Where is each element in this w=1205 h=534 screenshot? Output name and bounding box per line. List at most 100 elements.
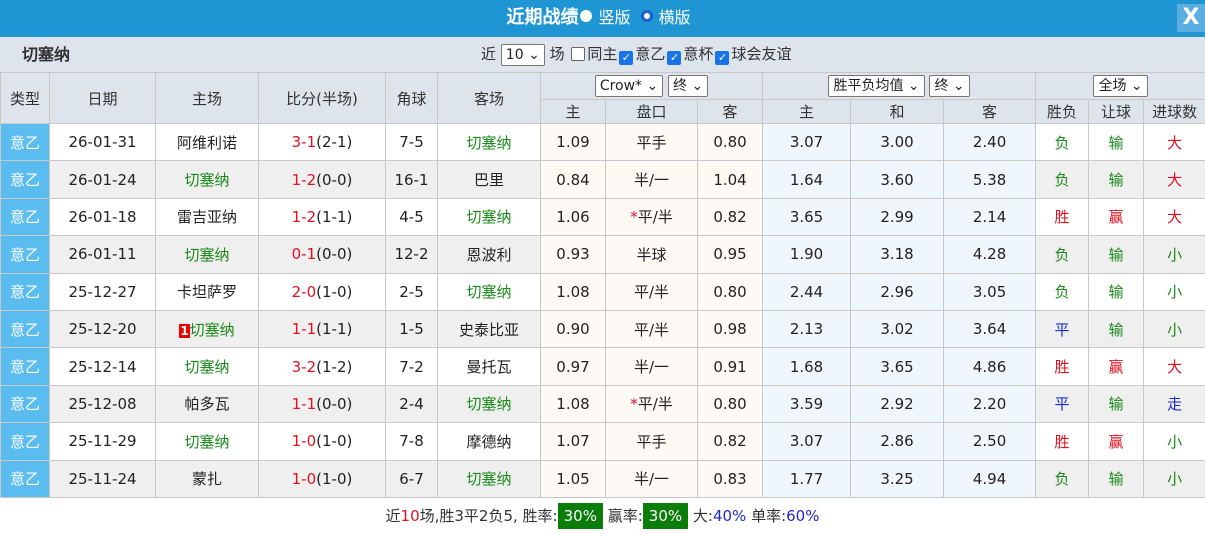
eu-draw-odds: 3.25 bbox=[851, 460, 944, 497]
away-team[interactable]: 切塞纳 bbox=[438, 385, 541, 422]
corners: 2-5 bbox=[386, 273, 438, 310]
summary-count: 10 bbox=[401, 507, 420, 525]
away-team[interactable]: 曼托瓦 bbox=[438, 348, 541, 385]
result-handicap: 输 bbox=[1089, 236, 1144, 273]
eu-away-odds: 3.64 bbox=[944, 310, 1036, 347]
header-results: 全场 ⌄ bbox=[1036, 73, 1205, 100]
eu-home-odds: 1.77 bbox=[763, 460, 851, 497]
match-type: 意乙 bbox=[1, 273, 50, 310]
away-team[interactable]: 切塞纳 bbox=[438, 124, 541, 161]
ah-home-odds: 0.90 bbox=[541, 310, 606, 347]
header-away: 客场 bbox=[438, 73, 541, 124]
away-team[interactable]: 切塞纳 bbox=[438, 460, 541, 497]
match-type: 意乙 bbox=[1, 161, 50, 198]
header-type: 类型 bbox=[1, 73, 50, 124]
result-wl: 负 bbox=[1036, 236, 1089, 273]
home-team[interactable]: 切塞纳 bbox=[156, 348, 259, 385]
match-count-select[interactable]: 10 ⌄ bbox=[501, 44, 545, 66]
home-team[interactable]: 切塞纳 bbox=[156, 236, 259, 273]
title-bar: 近期战绩竖版横版 X bbox=[0, 0, 1205, 37]
ah-home-odds: 1.08 bbox=[541, 273, 606, 310]
ah-stage-select[interactable]: 终 ⌄ bbox=[668, 75, 708, 97]
result-goals: 大 bbox=[1144, 161, 1205, 198]
checkbox-serie-b[interactable]: ✓ bbox=[619, 51, 633, 65]
eu-away-odds: 2.40 bbox=[944, 124, 1036, 161]
home-team[interactable]: 1切塞纳 bbox=[156, 310, 259, 347]
corners: 2-4 bbox=[386, 385, 438, 422]
scope-select[interactable]: 全场 ⌄ bbox=[1093, 75, 1147, 97]
results-table: 类型 日期 主场 比分(半场) 角球 客场 Crow* ⌄ 终 ⌄ 胜平负均值 … bbox=[0, 72, 1205, 498]
score: 2-0(1-0) bbox=[259, 273, 386, 310]
filter-bar: 切塞纳 近 10 ⌄ 场 同主✓意乙✓意杯✓球会友谊 bbox=[0, 37, 1205, 72]
checkbox-same-home[interactable] bbox=[571, 47, 585, 61]
header-home: 主场 bbox=[156, 73, 259, 124]
ah-home-odds: 1.06 bbox=[541, 198, 606, 235]
home-team[interactable]: 卡坦萨罗 bbox=[156, 273, 259, 310]
handicap-line: 半/一 bbox=[606, 348, 698, 385]
result-goals: 大 bbox=[1144, 124, 1205, 161]
home-team[interactable]: 蒙扎 bbox=[156, 460, 259, 497]
result-handicap: 输 bbox=[1089, 310, 1144, 347]
close-icon[interactable]: X bbox=[1177, 4, 1205, 32]
option-vertical[interactable]: 竖版 bbox=[598, 8, 630, 27]
handicap-line: 半/一 bbox=[606, 460, 698, 497]
home-team[interactable]: 雷吉亚纳 bbox=[156, 198, 259, 235]
away-team[interactable]: 摩德纳 bbox=[438, 423, 541, 460]
away-team[interactable]: 恩波利 bbox=[438, 236, 541, 273]
eu-draw-odds: 3.00 bbox=[851, 124, 944, 161]
radio-horizontal[interactable] bbox=[641, 10, 653, 22]
ah-home-odds: 1.08 bbox=[541, 385, 606, 422]
away-team[interactable]: 切塞纳 bbox=[438, 198, 541, 235]
checkbox-coppa[interactable]: ✓ bbox=[667, 51, 681, 65]
match-date: 25-12-27 bbox=[50, 273, 156, 310]
eu-stage-select[interactable]: 终 ⌄ bbox=[929, 75, 969, 97]
eu-draw-odds: 3.18 bbox=[851, 236, 944, 273]
company-select[interactable]: Crow* ⌄ bbox=[595, 75, 663, 97]
match-date: 26-01-31 bbox=[50, 124, 156, 161]
handicap-line: 平手 bbox=[606, 124, 698, 161]
home-team[interactable]: 切塞纳 bbox=[156, 161, 259, 198]
result-goals: 小 bbox=[1144, 310, 1205, 347]
eu-home-odds: 2.44 bbox=[763, 273, 851, 310]
home-team[interactable]: 阿维利诺 bbox=[156, 124, 259, 161]
radio-vertical[interactable] bbox=[580, 10, 592, 22]
result-goals: 小 bbox=[1144, 423, 1205, 460]
eu-away-odds: 4.86 bbox=[944, 348, 1036, 385]
ah-away-odds: 1.04 bbox=[698, 161, 763, 198]
score: 1-2(0-0) bbox=[259, 161, 386, 198]
subheader: 胜负 bbox=[1036, 100, 1089, 124]
eu-type-select[interactable]: 胜平负均值 ⌄ bbox=[828, 75, 924, 97]
checkbox-friendly[interactable]: ✓ bbox=[715, 51, 729, 65]
header-european-odds: 胜平负均值 ⌄ 终 ⌄ bbox=[763, 73, 1036, 100]
ah-away-odds: 0.98 bbox=[698, 310, 763, 347]
handicap-line: *平/半 bbox=[606, 385, 698, 422]
eu-draw-odds: 2.96 bbox=[851, 273, 944, 310]
away-team[interactable]: 切塞纳 bbox=[438, 273, 541, 310]
result-wl: 平 bbox=[1036, 385, 1089, 422]
result-handicap: 输 bbox=[1089, 124, 1144, 161]
home-team[interactable]: 切塞纳 bbox=[156, 423, 259, 460]
away-team[interactable]: 巴里 bbox=[438, 161, 541, 198]
header-corner: 角球 bbox=[386, 73, 438, 124]
result-goals: 小 bbox=[1144, 236, 1205, 273]
option-horizontal[interactable]: 横版 bbox=[659, 8, 691, 27]
home-team[interactable]: 帕多瓦 bbox=[156, 385, 259, 422]
near-label: 近 bbox=[481, 45, 496, 63]
ah-away-odds: 0.80 bbox=[698, 273, 763, 310]
score: 1-0(1-0) bbox=[259, 423, 386, 460]
handicap-line: 平/半 bbox=[606, 310, 698, 347]
result-goals: 走 bbox=[1144, 385, 1205, 422]
match-type: 意乙 bbox=[1, 423, 50, 460]
away-team[interactable]: 史泰比亚 bbox=[438, 310, 541, 347]
ah-home-odds: 0.97 bbox=[541, 348, 606, 385]
